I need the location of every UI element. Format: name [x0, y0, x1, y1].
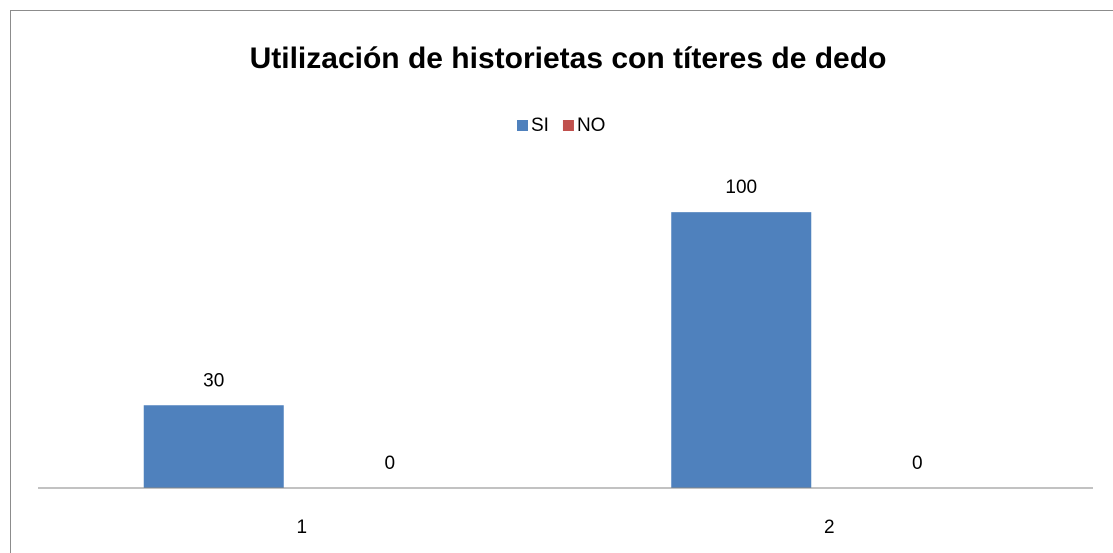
- data-label: 100: [725, 177, 757, 198]
- data-label: 30: [203, 370, 224, 391]
- bar: [671, 212, 812, 488]
- data-label: 0: [384, 453, 395, 474]
- x-tick-label: 1: [296, 517, 307, 538]
- legend-label: NO: [577, 115, 606, 136]
- bar: [143, 405, 284, 488]
- legend-label: SI: [531, 115, 549, 136]
- legend-swatch: [562, 120, 574, 131]
- chart-title: Utilización de historietas con títeres d…: [250, 42, 887, 75]
- data-label: 0: [912, 453, 923, 474]
- legend-swatch: [517, 120, 528, 131]
- x-tick-label: 2: [824, 517, 835, 538]
